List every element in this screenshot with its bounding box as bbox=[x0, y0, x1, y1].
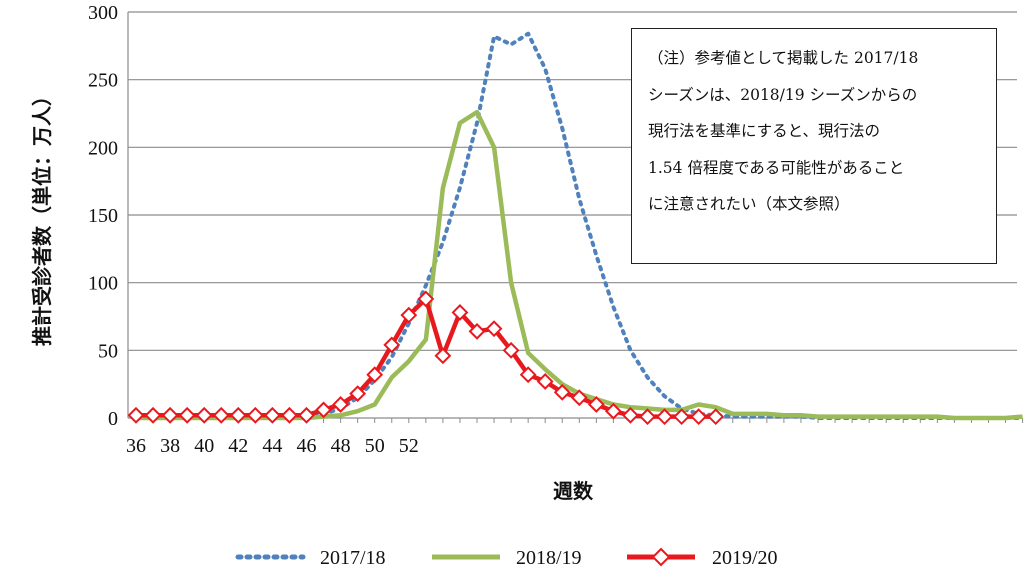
point-2019-20-w17 bbox=[707, 408, 725, 426]
legend: 2017/18 2018/19 2019/20 bbox=[235, 547, 778, 569]
legend-item-2019-20: 2019/20 bbox=[627, 547, 778, 569]
x-tick-38: 38 bbox=[160, 435, 180, 457]
x-tick-52: 52 bbox=[399, 435, 419, 457]
point-2019-20-w4 bbox=[485, 320, 503, 338]
legend-item-2017-18: 2017/18 bbox=[235, 547, 386, 569]
point-2019-20-w40 bbox=[195, 406, 213, 424]
point-2019-20-w16 bbox=[690, 408, 708, 426]
note-line-5: に注意されたい（本文参照） bbox=[648, 195, 850, 213]
point-2019-20-w5 bbox=[502, 341, 520, 359]
point-2019-20-w13 bbox=[639, 408, 656, 426]
point-2019-20-w45 bbox=[281, 406, 298, 424]
series-line-2019-20 bbox=[136, 296, 716, 419]
point-2019-20-w52 bbox=[400, 306, 418, 324]
point-2019-20-w14 bbox=[656, 408, 673, 426]
legend-label-2018-19: 2018/19 bbox=[516, 547, 582, 569]
point-2019-20-w3 bbox=[468, 322, 486, 340]
annotation-note-box: （注）参考値として掲載した 2017/18 シーズンは、2018/19 シーズン… bbox=[631, 28, 997, 264]
x-tick-48: 48 bbox=[331, 435, 351, 457]
note-line-4: 1.54 倍程度である可能性があること bbox=[648, 158, 905, 177]
y-tick-200: 200 bbox=[88, 137, 118, 159]
x-tick-40: 40 bbox=[194, 435, 214, 457]
x-tick-44: 44 bbox=[262, 435, 282, 457]
point-2019-20-w51 bbox=[383, 336, 401, 354]
gridlines bbox=[128, 11, 1017, 351]
point-2019-20-w8 bbox=[553, 383, 571, 401]
legend-label-2019-20: 2019/20 bbox=[712, 547, 778, 569]
x-tick-50: 50 bbox=[365, 435, 385, 457]
point-2019-20-w43 bbox=[246, 406, 264, 424]
y-tick-150: 150 bbox=[88, 205, 118, 227]
point-2019-20-w12 bbox=[622, 406, 639, 424]
y-tick-300: 300 bbox=[88, 2, 118, 24]
y-tick-50: 50 bbox=[98, 340, 118, 362]
point-2019-20-w48 bbox=[332, 396, 350, 413]
point-2019-20-w10 bbox=[587, 396, 605, 413]
x-tick-46: 46 bbox=[297, 435, 317, 457]
note-line-3: 現行法を基準にすると、現行法の bbox=[648, 122, 881, 140]
point-2019-20-w41 bbox=[212, 406, 230, 424]
point-2019-20-w6 bbox=[519, 366, 537, 384]
legend-label-2017-18: 2017/18 bbox=[320, 547, 386, 569]
y-tick-250: 250 bbox=[88, 70, 118, 92]
x-tick-36: 36 bbox=[126, 435, 146, 457]
x-tick-42: 42 bbox=[228, 435, 248, 457]
point-2019-20-w39 bbox=[178, 406, 196, 424]
x-tick-labels: 36 38 40 42 44 46 48 50 52 bbox=[126, 435, 419, 457]
y-axis-title: 推計受診者数（単位：万人） bbox=[30, 86, 54, 346]
point-2019-20-w2 bbox=[451, 304, 469, 321]
point-2019-20-w53 bbox=[417, 290, 435, 308]
legend-item-2018-19: 2018/19 bbox=[432, 547, 582, 569]
point-2019-20-w36 bbox=[127, 406, 145, 424]
point-2019-20-w37 bbox=[144, 406, 162, 424]
point-2019-20-w50 bbox=[366, 366, 384, 384]
point-2019-20-w49 bbox=[349, 385, 367, 403]
y-tick-labels: 0 50 100 150 200 250 300 bbox=[88, 2, 118, 430]
y-tick-0: 0 bbox=[108, 408, 118, 430]
note-line-1: （注）参考値として掲載した 2017/18 bbox=[648, 49, 919, 67]
point-2019-20-w46 bbox=[298, 406, 315, 424]
y-tick-100: 100 bbox=[88, 273, 118, 295]
point-2019-20-w42 bbox=[229, 406, 247, 424]
point-2019-20-w38 bbox=[161, 406, 179, 424]
point-2019-20-w15 bbox=[673, 408, 691, 426]
point-2019-20-w9 bbox=[570, 389, 588, 407]
point-2019-20-w44 bbox=[263, 406, 281, 424]
x-axis-title: 週数 bbox=[553, 479, 594, 503]
series-group bbox=[127, 31, 1025, 426]
legend-marker-2019-20 bbox=[651, 547, 671, 567]
point-2019-20-w7 bbox=[536, 373, 554, 390]
note-line-2: シーズンは、2018/19 シーズンからの bbox=[648, 85, 918, 104]
point-2019-20-w11 bbox=[604, 402, 622, 420]
point-2019-20-w47 bbox=[315, 401, 332, 419]
point-2019-20-w1 bbox=[434, 347, 452, 365]
